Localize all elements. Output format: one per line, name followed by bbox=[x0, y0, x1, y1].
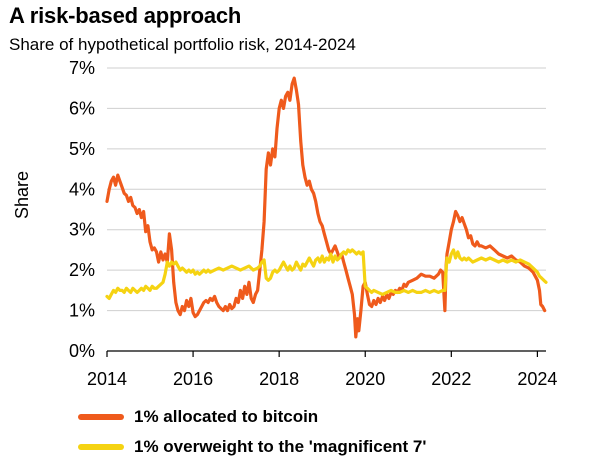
x-tick-label: 2024 bbox=[517, 369, 557, 389]
x-tick-label: 2018 bbox=[259, 369, 299, 389]
series-line-mag7 bbox=[105, 248, 548, 300]
y-tick-label: 6% bbox=[69, 98, 95, 118]
gridlines bbox=[107, 67, 546, 312]
series-lines bbox=[105, 76, 548, 339]
y-tick-label: 4% bbox=[69, 179, 95, 199]
line-chart: 0% 1% 2% 3% 4% 5% 6% 7% 2014 2016 2018 2020 2022 2024… bbox=[12, 58, 557, 389]
legend-swatch-bitcoin bbox=[78, 414, 124, 420]
x-tick-label: 2016 bbox=[173, 369, 213, 389]
y-tick-label: 1% bbox=[69, 301, 95, 321]
legend: 1% allocated to bitcoin 1% overweight to… bbox=[78, 402, 426, 462]
y-axis-label: Share bbox=[12, 171, 32, 219]
legend-label-mag7: 1% overweight to the 'magnificent 7' bbox=[134, 437, 427, 456]
x-tick-label: 2020 bbox=[345, 369, 385, 389]
axes: 0% 1% 2% 3% 4% 5% 6% 7% 2014 2016 2018 2020 2022 2024 bbox=[69, 58, 557, 389]
y-tick-label: 2% bbox=[69, 260, 95, 280]
y-tick-label: 7% bbox=[69, 58, 95, 78]
y-tick-label: 0% bbox=[69, 341, 95, 361]
x-tick-label: 2022 bbox=[431, 369, 471, 389]
y-tick-label: 3% bbox=[69, 220, 95, 240]
series-line-bitcoin bbox=[105, 76, 547, 339]
y-tick-label: 5% bbox=[69, 139, 95, 159]
chart-title: A risk-based approach bbox=[9, 3, 242, 28]
legend-swatch-mag7 bbox=[78, 444, 124, 450]
legend-item-bitcoin: 1% allocated to bitcoin bbox=[78, 402, 426, 432]
legend-label-bitcoin: 1% allocated to bitcoin bbox=[134, 407, 319, 426]
chart-subtitle: Share of hypothetical portfolio risk, 20… bbox=[9, 35, 356, 54]
legend-item-mag7: 1% overweight to the 'magnificent 7' bbox=[78, 432, 426, 462]
x-tick-label: 2014 bbox=[87, 369, 127, 389]
